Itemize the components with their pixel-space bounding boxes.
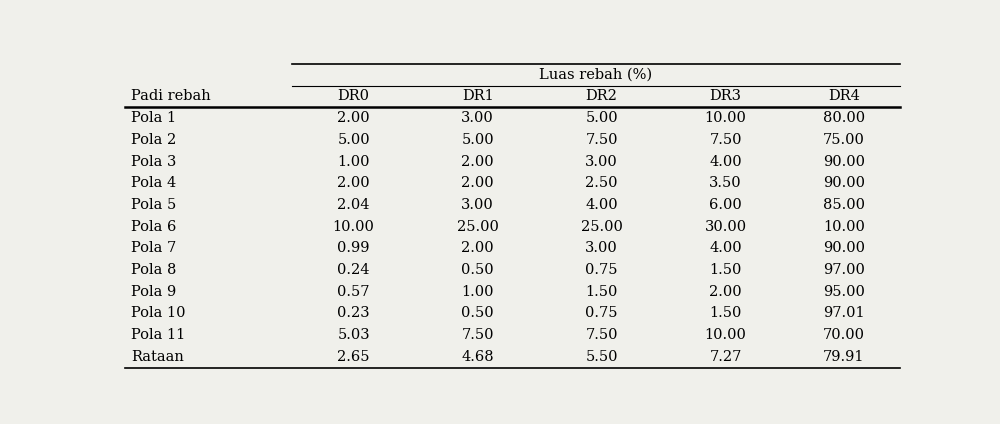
- Text: 1.50: 1.50: [709, 307, 742, 321]
- Text: 7.27: 7.27: [709, 350, 742, 364]
- Text: Pola 3: Pola 3: [131, 154, 177, 168]
- Text: 7.50: 7.50: [585, 328, 618, 342]
- Text: 0.99: 0.99: [337, 241, 370, 255]
- Text: 3.00: 3.00: [585, 154, 618, 168]
- Text: 2.65: 2.65: [337, 350, 370, 364]
- Text: 90.00: 90.00: [823, 241, 865, 255]
- Text: 2.04: 2.04: [337, 198, 370, 212]
- Text: 0.24: 0.24: [337, 263, 370, 277]
- Text: 3.00: 3.00: [461, 198, 494, 212]
- Text: 2.00: 2.00: [461, 176, 494, 190]
- Text: Pola 2: Pola 2: [131, 133, 176, 147]
- Text: 5.00: 5.00: [461, 133, 494, 147]
- Text: 3.50: 3.50: [709, 176, 742, 190]
- Text: 75.00: 75.00: [823, 133, 865, 147]
- Text: 4.68: 4.68: [461, 350, 494, 364]
- Text: 25.00: 25.00: [457, 220, 499, 234]
- Text: Luas rebah (%): Luas rebah (%): [539, 68, 652, 82]
- Text: 0.57: 0.57: [337, 285, 370, 298]
- Text: 95.00: 95.00: [823, 285, 865, 298]
- Text: 10.00: 10.00: [823, 220, 865, 234]
- Text: 0.75: 0.75: [585, 263, 618, 277]
- Text: Pola 9: Pola 9: [131, 285, 176, 298]
- Text: 2.00: 2.00: [709, 285, 742, 298]
- Text: Pola 4: Pola 4: [131, 176, 176, 190]
- Text: 10.00: 10.00: [705, 111, 747, 125]
- Text: 0.23: 0.23: [337, 307, 370, 321]
- Text: 3.00: 3.00: [461, 111, 494, 125]
- Text: 90.00: 90.00: [823, 154, 865, 168]
- Text: 7.50: 7.50: [709, 133, 742, 147]
- Text: DR4: DR4: [828, 89, 860, 103]
- Text: 97.01: 97.01: [823, 307, 865, 321]
- Text: 1.50: 1.50: [709, 263, 742, 277]
- Text: Pola 1: Pola 1: [131, 111, 176, 125]
- Text: 0.50: 0.50: [461, 263, 494, 277]
- Text: Pola 10: Pola 10: [131, 307, 186, 321]
- Text: 6.00: 6.00: [709, 198, 742, 212]
- Text: 4.00: 4.00: [709, 241, 742, 255]
- Text: 1.50: 1.50: [585, 285, 618, 298]
- Text: 5.03: 5.03: [337, 328, 370, 342]
- Text: 70.00: 70.00: [823, 328, 865, 342]
- Text: 80.00: 80.00: [823, 111, 865, 125]
- Text: DR0: DR0: [338, 89, 370, 103]
- Text: 7.50: 7.50: [461, 328, 494, 342]
- Text: 7.50: 7.50: [585, 133, 618, 147]
- Text: 0.75: 0.75: [585, 307, 618, 321]
- Text: Rataan: Rataan: [131, 350, 184, 364]
- Text: Pola 5: Pola 5: [131, 198, 176, 212]
- Text: 4.00: 4.00: [585, 198, 618, 212]
- Text: 97.00: 97.00: [823, 263, 865, 277]
- Text: 0.50: 0.50: [461, 307, 494, 321]
- Text: Pola 11: Pola 11: [131, 328, 185, 342]
- Text: 30.00: 30.00: [705, 220, 747, 234]
- Text: Pola 8: Pola 8: [131, 263, 177, 277]
- Text: Pola 7: Pola 7: [131, 241, 176, 255]
- Text: 1.00: 1.00: [337, 154, 370, 168]
- Text: 5.00: 5.00: [585, 111, 618, 125]
- Text: 5.50: 5.50: [585, 350, 618, 364]
- Text: 2.50: 2.50: [585, 176, 618, 190]
- Text: 2.00: 2.00: [461, 241, 494, 255]
- Text: DR3: DR3: [710, 89, 742, 103]
- Text: 25.00: 25.00: [581, 220, 623, 234]
- Text: DR2: DR2: [586, 89, 618, 103]
- Text: 85.00: 85.00: [823, 198, 865, 212]
- Text: 10.00: 10.00: [705, 328, 747, 342]
- Text: Pola 6: Pola 6: [131, 220, 177, 234]
- Text: 2.00: 2.00: [337, 111, 370, 125]
- Text: 90.00: 90.00: [823, 176, 865, 190]
- Text: 79.91: 79.91: [823, 350, 865, 364]
- Text: Padi rebah: Padi rebah: [131, 89, 211, 103]
- Text: 1.00: 1.00: [461, 285, 494, 298]
- Text: 2.00: 2.00: [337, 176, 370, 190]
- Text: 3.00: 3.00: [585, 241, 618, 255]
- Text: 5.00: 5.00: [337, 133, 370, 147]
- Text: 10.00: 10.00: [333, 220, 375, 234]
- Text: DR1: DR1: [462, 89, 494, 103]
- Text: 2.00: 2.00: [461, 154, 494, 168]
- Text: 4.00: 4.00: [709, 154, 742, 168]
